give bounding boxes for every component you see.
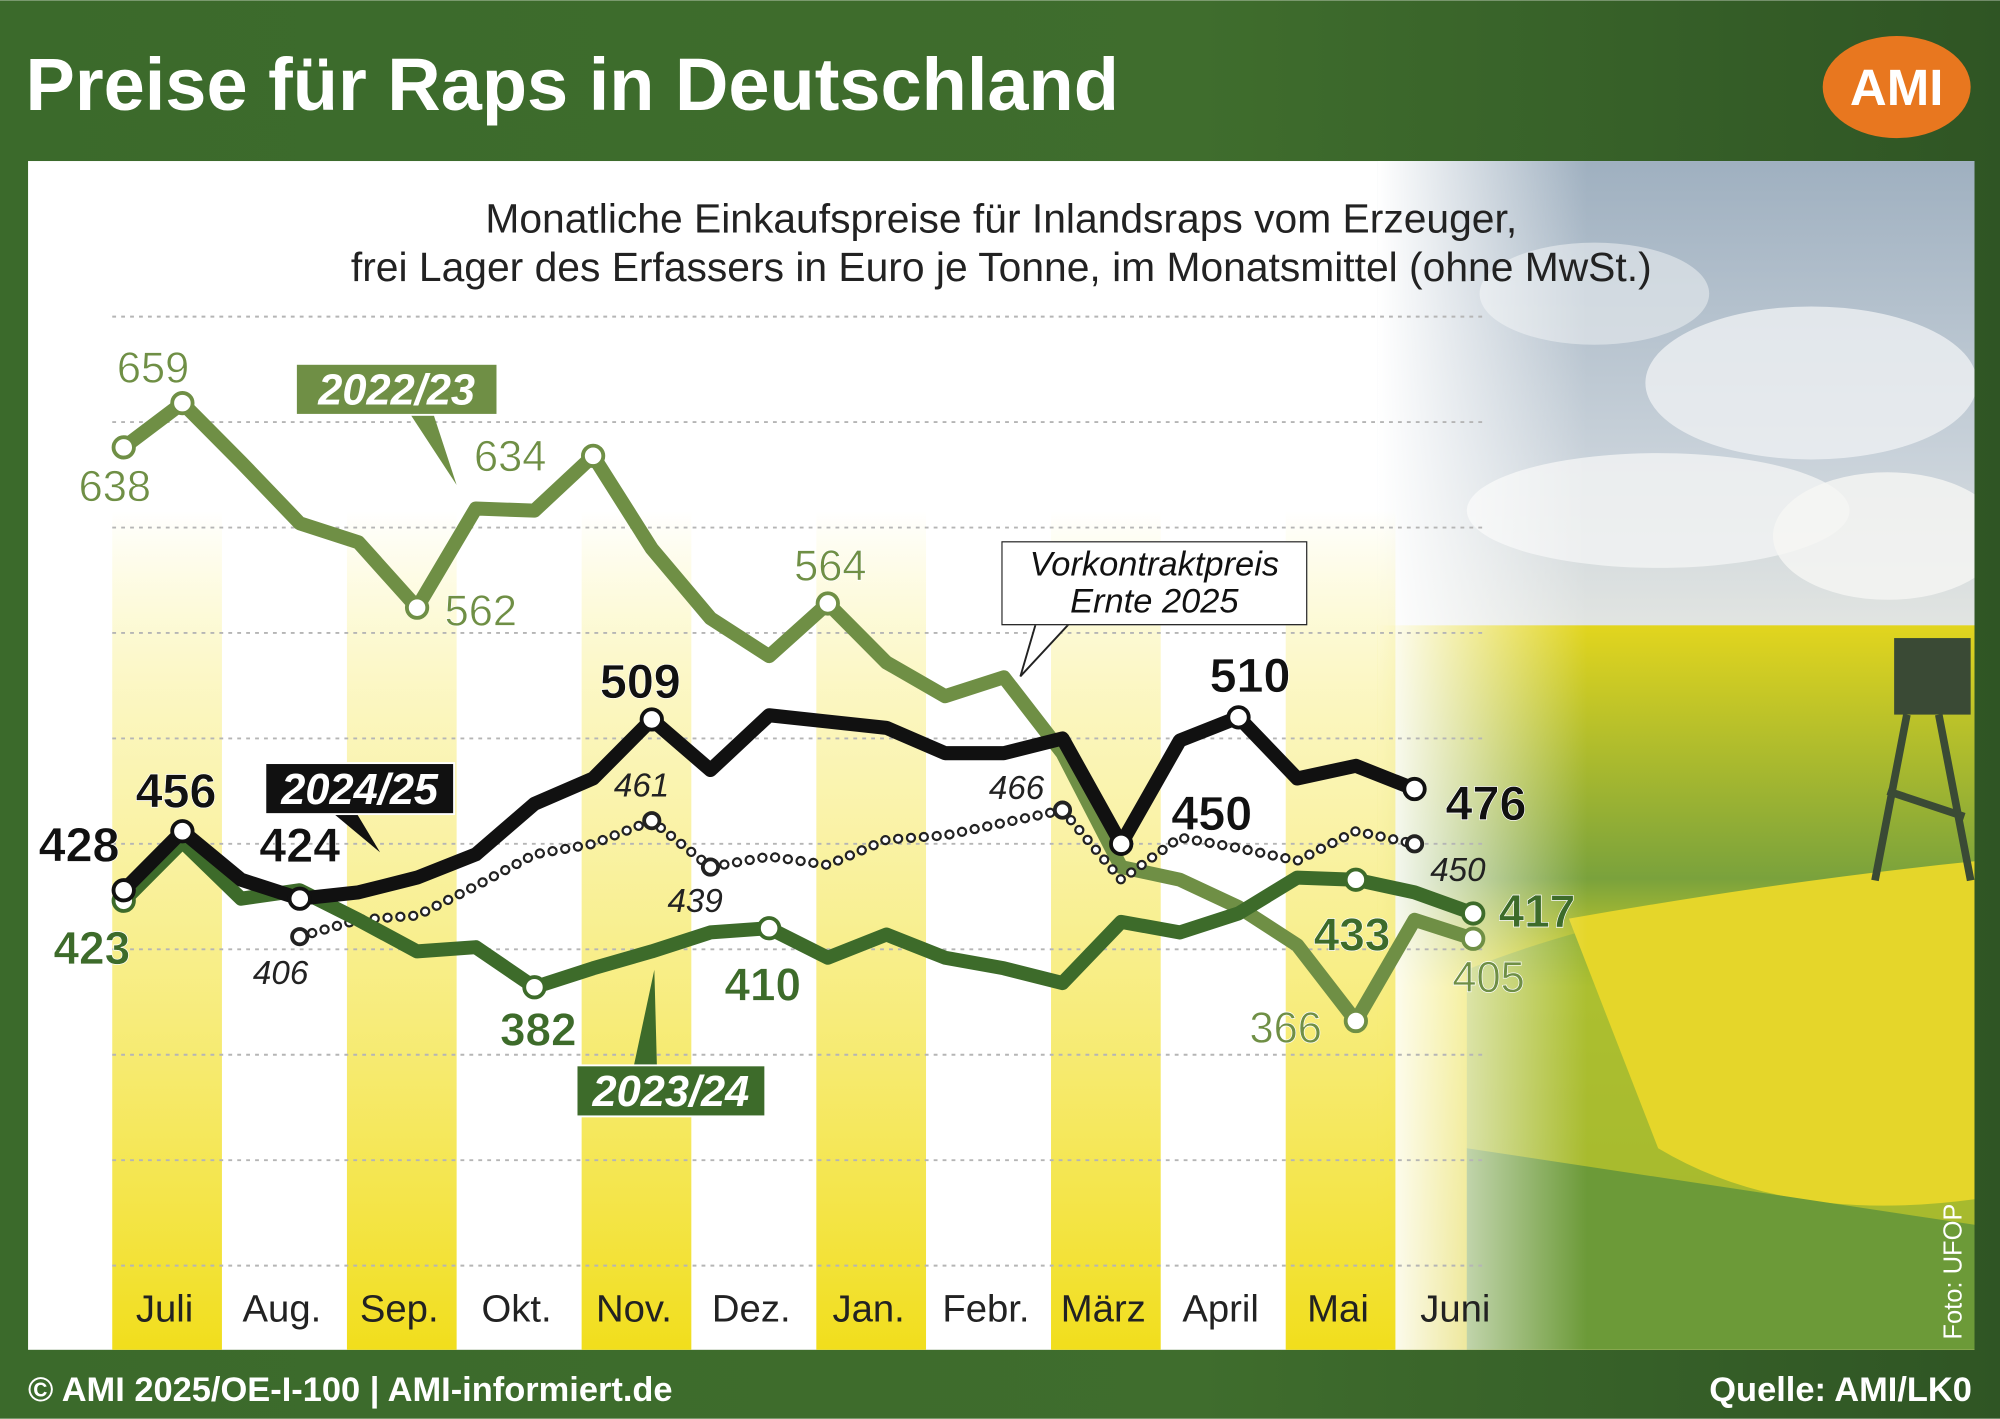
point xyxy=(522,975,547,1000)
legend-label: 2023/24 xyxy=(592,1068,750,1116)
x-tick-label: Dez. xyxy=(712,1288,791,1331)
photo xyxy=(1377,161,1975,1350)
point xyxy=(1109,831,1134,856)
x-tick-label: Mai xyxy=(1307,1288,1369,1331)
point xyxy=(1343,1008,1368,1034)
point xyxy=(1404,834,1425,854)
data-label: 424 xyxy=(259,819,340,873)
point xyxy=(404,595,430,620)
data-label: 366 xyxy=(1250,1005,1322,1053)
data-label: 450 xyxy=(1430,852,1486,889)
point xyxy=(1461,901,1486,926)
data-label: 382 xyxy=(500,1003,577,1055)
point xyxy=(290,927,310,947)
x-tick-label: Juli xyxy=(136,1288,193,1331)
dotted-line xyxy=(294,804,1420,942)
x-tick-label: Sep. xyxy=(360,1288,439,1331)
footer: © AMI 2025/OE-I-100 | AMI-informiert.de xyxy=(28,1371,673,1409)
month-band xyxy=(112,510,222,1350)
x-tick-label: Aug. xyxy=(243,1288,322,1331)
point xyxy=(580,443,606,468)
x-tick-label: Jan. xyxy=(832,1288,904,1331)
point xyxy=(287,886,312,911)
tag-pointer xyxy=(633,969,657,1066)
month-band xyxy=(816,510,927,1350)
data-label: 439 xyxy=(667,883,722,920)
point xyxy=(639,707,664,732)
tag-pointer xyxy=(410,414,457,486)
legend-box xyxy=(294,362,499,416)
data-label: 659 xyxy=(117,345,189,393)
logo xyxy=(1822,36,1971,139)
point xyxy=(757,916,782,941)
legend-label: Vorkontraktpreis Ernte 2025 xyxy=(1001,541,1308,626)
data-label: 510 xyxy=(1210,649,1291,703)
legend-label: 2022/23 xyxy=(317,367,475,415)
x-tick-label: Juni xyxy=(1420,1288,1490,1331)
data-label: 410 xyxy=(724,958,801,1010)
legend-box xyxy=(264,762,456,816)
point xyxy=(170,819,195,844)
subtitle: frei Lager des Erfassers in Euro je Tonn… xyxy=(351,244,1652,290)
point xyxy=(642,811,662,831)
data-label: 433 xyxy=(1314,909,1391,961)
point xyxy=(1461,926,1486,951)
x-tick-label: Nov. xyxy=(596,1288,672,1331)
chart-title: Preise für Raps in Deutschland xyxy=(26,43,1119,126)
x-tick-label: Febr. xyxy=(942,1288,1029,1331)
data-label: 466 xyxy=(989,770,1045,807)
data-label: 634 xyxy=(474,433,546,481)
data-label: 456 xyxy=(136,764,217,818)
point xyxy=(1402,776,1427,802)
data-label: 562 xyxy=(445,587,517,635)
point xyxy=(1343,867,1368,892)
line xyxy=(116,708,1422,906)
month-band xyxy=(581,510,692,1350)
point xyxy=(700,857,721,877)
data-label: 461 xyxy=(614,768,669,805)
point xyxy=(1052,800,1073,820)
data-label: 476 xyxy=(1446,777,1527,831)
legend-label: 2024/25 xyxy=(280,766,439,814)
point xyxy=(111,878,136,903)
data-label: 509 xyxy=(600,655,681,709)
x-tick-label: März xyxy=(1061,1288,1146,1331)
point xyxy=(111,435,136,460)
point xyxy=(170,390,195,416)
data-label: 638 xyxy=(79,463,151,511)
legend-callout: Vorkontraktpreis Ernte 2025 xyxy=(1001,541,1308,626)
photo-credit: Foto: UFOP xyxy=(1940,1204,1968,1340)
data-label: 406 xyxy=(253,955,309,992)
x-tick-label: Okt. xyxy=(482,1288,552,1331)
legend-box xyxy=(575,1064,767,1118)
data-label: 450 xyxy=(1171,787,1252,841)
logo-text: AMI xyxy=(1850,59,1944,116)
data-label: 564 xyxy=(794,542,866,590)
x-tick-label: April xyxy=(1182,1288,1259,1331)
data-label: 417 xyxy=(1499,885,1576,937)
source: Quelle: AMI/LK0 xyxy=(1709,1371,1972,1409)
data-label: 405 xyxy=(1452,954,1524,1002)
point xyxy=(815,591,840,616)
data-label: 423 xyxy=(54,922,131,974)
point xyxy=(1226,705,1251,730)
line xyxy=(116,834,1481,995)
subtitle: Monatliche Einkaufspreise für Inlandsrap… xyxy=(485,195,1517,241)
data-label: 428 xyxy=(39,818,120,872)
month-band xyxy=(1285,510,1396,1350)
